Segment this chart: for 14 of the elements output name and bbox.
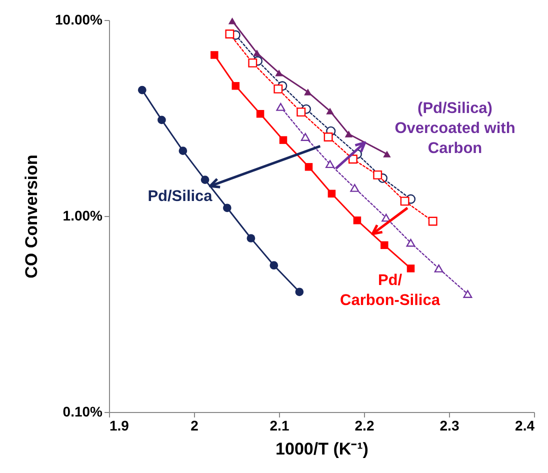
x-axis-title: 1000/T (K⁻¹) [276, 440, 368, 458]
y-tick-label: 10.00% [55, 12, 104, 28]
x-tick-label: 2.3 [440, 418, 460, 434]
annotation: (Pd/Silica) Overcoated with Carbon [394, 100, 516, 157]
x-tick-label: 1.9 [110, 418, 130, 434]
x-tick-label: 2.1 [270, 418, 290, 434]
y-tick-label: 0.10% [62, 404, 104, 420]
annotation: Pd/Silica [148, 188, 213, 205]
y-tick-label: 1.00% [62, 208, 104, 224]
annotation: Pd/ Carbon-Silica [340, 272, 440, 309]
x-tick-label: 2.4 [515, 418, 535, 434]
x-tick-label: 2.2 [354, 418, 374, 434]
y-axis-title: CO Conversion [22, 154, 42, 278]
x-tick-label: 2 [190, 418, 199, 434]
